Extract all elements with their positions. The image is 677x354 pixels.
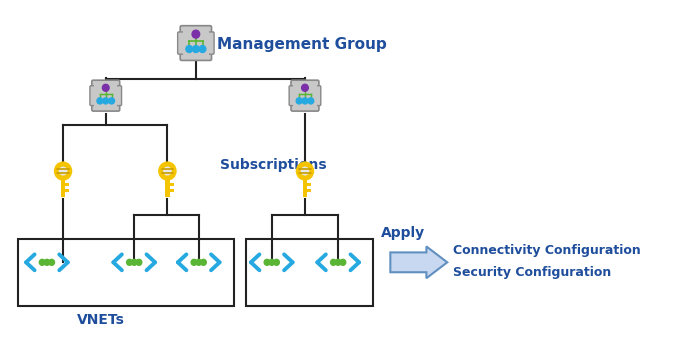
Circle shape <box>200 259 206 265</box>
Bar <box>61 178 66 197</box>
Bar <box>307 189 311 192</box>
FancyBboxPatch shape <box>206 32 214 54</box>
Circle shape <box>297 162 313 180</box>
Circle shape <box>301 167 309 175</box>
Bar <box>246 239 373 306</box>
Bar <box>165 178 170 197</box>
Text: Subscriptions: Subscriptions <box>219 158 326 172</box>
Bar <box>307 183 311 187</box>
Circle shape <box>192 30 200 38</box>
Circle shape <box>297 98 302 104</box>
Circle shape <box>103 98 109 104</box>
Text: Apply: Apply <box>381 225 425 240</box>
Circle shape <box>39 259 45 265</box>
FancyArrow shape <box>391 246 447 278</box>
Circle shape <box>274 259 280 265</box>
Circle shape <box>164 167 171 175</box>
Circle shape <box>102 84 109 91</box>
Text: VNETs: VNETs <box>77 313 125 327</box>
Circle shape <box>308 98 313 104</box>
FancyBboxPatch shape <box>180 26 211 61</box>
Circle shape <box>340 259 346 265</box>
FancyBboxPatch shape <box>313 86 321 105</box>
Bar <box>66 183 69 187</box>
Circle shape <box>60 167 66 175</box>
Bar <box>94 83 117 109</box>
Circle shape <box>127 259 132 265</box>
Text: Security Configuration: Security Configuration <box>453 266 611 279</box>
Circle shape <box>191 259 197 265</box>
Circle shape <box>335 259 341 265</box>
FancyBboxPatch shape <box>177 32 185 54</box>
Circle shape <box>264 259 270 265</box>
FancyBboxPatch shape <box>90 86 97 105</box>
Circle shape <box>186 46 192 52</box>
Text: Connectivity Configuration: Connectivity Configuration <box>453 244 640 257</box>
Circle shape <box>269 259 275 265</box>
Bar <box>293 83 317 109</box>
FancyBboxPatch shape <box>114 86 122 105</box>
Text: Management Group: Management Group <box>217 36 387 52</box>
Circle shape <box>192 46 199 52</box>
Bar <box>183 28 209 58</box>
Circle shape <box>199 46 206 52</box>
Bar <box>170 183 173 187</box>
Circle shape <box>131 259 137 265</box>
Bar <box>170 189 173 192</box>
Circle shape <box>159 162 176 180</box>
Bar <box>18 239 234 306</box>
Circle shape <box>44 259 50 265</box>
FancyBboxPatch shape <box>291 80 319 111</box>
Circle shape <box>196 259 202 265</box>
Bar <box>303 178 307 197</box>
Circle shape <box>109 98 114 104</box>
Circle shape <box>302 98 308 104</box>
Bar <box>66 189 69 192</box>
Circle shape <box>302 84 308 91</box>
Circle shape <box>49 259 55 265</box>
Circle shape <box>330 259 336 265</box>
FancyBboxPatch shape <box>92 80 120 111</box>
Circle shape <box>55 162 72 180</box>
Circle shape <box>97 98 103 104</box>
FancyBboxPatch shape <box>289 86 297 105</box>
Circle shape <box>136 259 141 265</box>
